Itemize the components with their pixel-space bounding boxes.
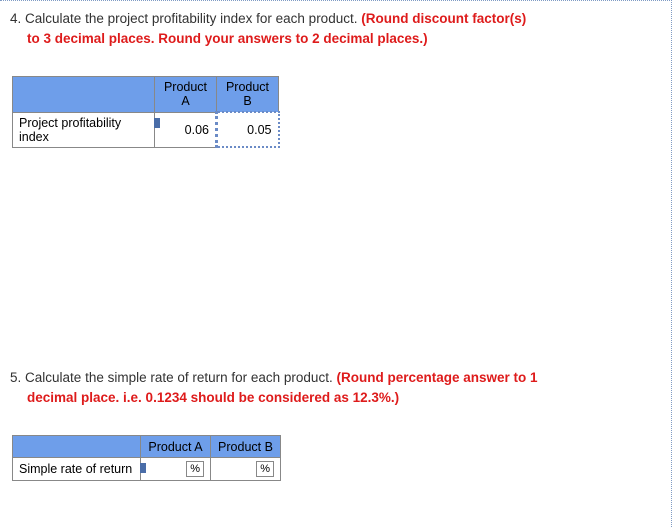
cell-handle-icon [154,118,160,128]
q5-input-b[interactable]: % [211,458,281,481]
q4-input-a[interactable]: 0.06 [155,112,217,147]
percent-suffix-b: % [256,461,274,477]
q5-val-b [218,462,254,476]
q4-val-a: 0.06 [175,123,209,137]
q4-text: 4. Calculate the project profitability i… [10,9,661,48]
q4-table: Product A Product B Project profitabilit… [12,76,280,148]
worksheet-container: 4. Calculate the project profitability i… [0,0,672,527]
q4-hdr-b: Product B [217,77,279,113]
q4-red-2: to 3 decimal places. Round your answers … [27,29,661,49]
cell-handle-icon [140,463,146,473]
q5-table: Product A Product B Simple rate of retur… [12,435,281,481]
q5-hdr-b: Product B [211,436,281,458]
q5-row-label: Simple rate of return [13,458,141,481]
q4-hdr-blank [13,77,155,113]
q5-text: 5. Calculate the simple rate of return f… [10,368,661,407]
q4-input-b[interactable]: 0.05 [217,112,279,147]
q5-prompt: Calculate the simple rate of return for … [25,370,333,385]
q5-val-a [148,462,184,476]
q4-hdr-a: Product A [155,77,217,113]
q5-number: 5. [10,370,21,385]
q4-row-label: Project profitability index [13,112,155,147]
q5-red-2: decimal place. i.e. 0.1234 should be con… [27,388,661,408]
q4-red-1: (Round discount factor(s) [361,11,526,26]
q4-prompt: Calculate the project profitability inde… [25,11,357,26]
q5-input-a[interactable]: % [141,458,211,481]
q4-val-b: 0.05 [238,123,272,137]
q5-red-1: (Round percentage answer to 1 [336,370,537,385]
q5-hdr-blank [13,436,141,458]
percent-suffix-a: % [186,461,204,477]
q4-number: 4. [10,11,21,26]
q5-hdr-a: Product A [141,436,211,458]
